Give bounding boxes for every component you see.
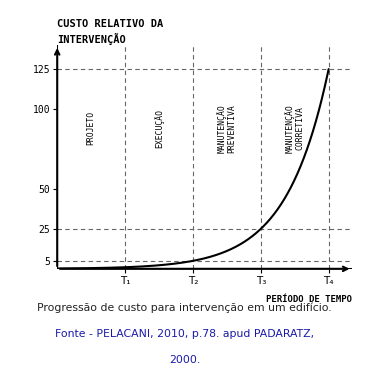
Text: PERÍODO DE TEMPO: PERÍODO DE TEMPO [266,294,352,303]
Text: EXECUÇÃO: EXECUÇÃO [154,109,164,148]
Text: Fonte - PELACANI, 2010, p.78. apud PADARATZ,: Fonte - PELACANI, 2010, p.78. apud PADAR… [55,329,314,339]
Text: MANUTENÇÃO
PREVENTIVA: MANUTENÇÃO PREVENTIVA [217,104,237,153]
Text: CUSTO RELATIVO DA: CUSTO RELATIVO DA [57,20,163,29]
Text: PROJETO: PROJETO [87,111,96,145]
Text: Progressão de custo para intervenção em um edifício.: Progressão de custo para intervenção em … [37,303,332,313]
Text: MANUTENÇÃO
CORRETIVA: MANUTENÇÃO CORRETIVA [285,104,304,153]
Text: INTERVENÇÃO: INTERVENÇÃO [57,33,126,45]
Text: 2000.: 2000. [169,355,200,365]
